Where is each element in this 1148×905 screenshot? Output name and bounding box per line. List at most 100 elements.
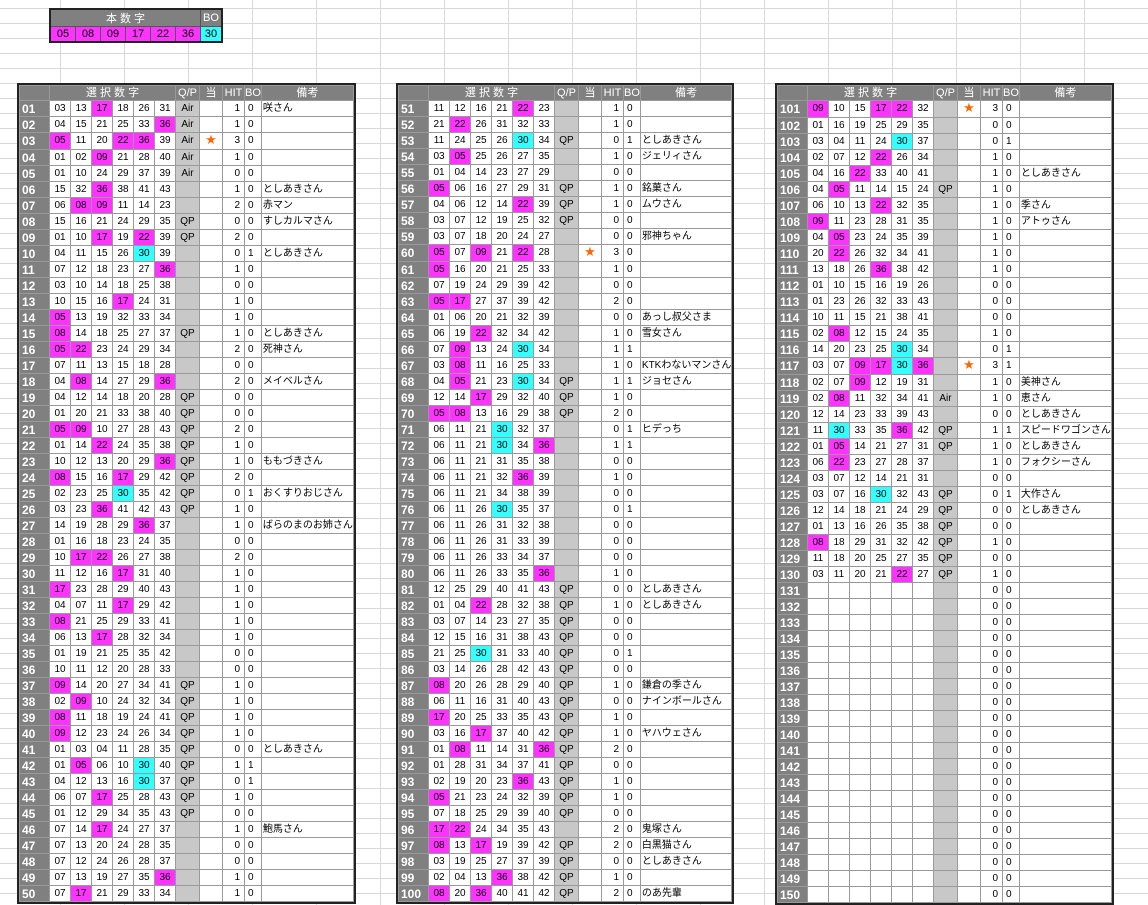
- number-cell: [828, 726, 850, 743]
- number-cell: 04: [91, 741, 113, 758]
- number-cell: 29: [533, 164, 555, 181]
- number-cell: 35: [133, 869, 155, 886]
- hit-count: 0: [601, 164, 624, 181]
- row-number: 13: [19, 293, 50, 310]
- number-cell: [870, 742, 892, 759]
- number-cell: 34: [154, 725, 176, 742]
- number-cell: 12: [70, 261, 92, 278]
- hit-mark-cell: [578, 501, 602, 518]
- hit-mark-cell: [957, 518, 981, 535]
- number-cell: 29: [491, 389, 513, 406]
- bo-count: 0: [623, 757, 641, 774]
- number-cell: 05: [428, 789, 450, 806]
- number-cell: 11: [449, 437, 471, 454]
- number-cell: [807, 886, 829, 903]
- note-cell: [639, 773, 733, 790]
- number-cell: 27: [533, 228, 555, 245]
- note-cell: [1018, 325, 1112, 342]
- number-cell: 05: [449, 373, 471, 390]
- number-cell: 28: [154, 357, 176, 374]
- number-cell: 28: [133, 741, 155, 758]
- number-cell: 04: [49, 116, 71, 133]
- note-cell: 鎌倉の季さん: [639, 677, 733, 694]
- number-cell: 20: [449, 885, 471, 902]
- number-cell: 24: [91, 853, 113, 870]
- number-cell: [870, 886, 892, 903]
- qp-cell: [933, 838, 958, 855]
- number-cell: 06: [428, 469, 450, 486]
- number-cell: 41: [154, 677, 176, 694]
- qp-cell: QP: [554, 757, 579, 774]
- number-cell: 25: [91, 613, 113, 630]
- number-cell: 37: [912, 133, 934, 150]
- number-cell: 34: [512, 437, 534, 454]
- bo-count: 0: [1002, 117, 1020, 134]
- number-cell: 04: [49, 773, 71, 790]
- hit-count: 1: [222, 261, 245, 278]
- hit-count: 1: [601, 725, 624, 742]
- number-cell: 28: [891, 454, 913, 471]
- hit-count: 1: [222, 885, 245, 902]
- table-row: 10 04 11 15 26 30 39 0 1 としあきさん: [19, 245, 354, 262]
- number-cell: 42: [533, 725, 555, 742]
- row-number: 14: [19, 309, 50, 326]
- number-cell: 06: [428, 437, 450, 454]
- number-cell: 22: [91, 437, 113, 454]
- qp-cell: [175, 245, 200, 262]
- qp-cell: [554, 469, 579, 486]
- number-cell: 31: [491, 629, 513, 646]
- row-number: 16: [19, 341, 50, 358]
- qp-cell: [933, 197, 958, 214]
- number-cell: 26: [112, 853, 134, 870]
- table-row: 45 01 12 29 34 35 43 QP 0 0: [19, 805, 354, 822]
- hit-count: 1: [222, 437, 245, 454]
- hit-count: 0: [222, 853, 245, 870]
- qp-cell: QP: [554, 677, 579, 694]
- row-number: 92: [398, 757, 429, 774]
- note-cell: [639, 613, 733, 630]
- entry-table-3: 選 択 数 字 Q/P 当 HIT BO 備考 101 09 10 15 17 22 32 ★ 3 0 102 0…: [775, 83, 1114, 905]
- hit-mark-cell: [199, 821, 223, 838]
- number-cell: 11: [112, 741, 134, 758]
- hit-mark-cell: [957, 454, 981, 471]
- note-cell: ヒデっち: [639, 421, 733, 438]
- number-cell: [849, 742, 871, 759]
- number-cell: 27: [491, 180, 513, 197]
- bo-count: 0: [623, 325, 641, 342]
- row-number: 27: [19, 517, 50, 534]
- note-cell: [639, 869, 733, 886]
- number-cell: 40: [533, 645, 555, 662]
- hit-mark-cell: [578, 549, 602, 566]
- winning-number: 05: [49, 26, 76, 43]
- number-cell: 43: [533, 661, 555, 678]
- number-cell: 20: [491, 228, 513, 245]
- hit-count: 0: [601, 485, 624, 502]
- hit-mark-cell: [199, 229, 223, 246]
- number-cell: 25: [512, 261, 534, 278]
- number-cell: 32: [133, 629, 155, 646]
- hit-mark-cell: [957, 309, 981, 326]
- qp-cell: [933, 277, 958, 294]
- table-row: 100 08 20 36 40 41 42 QP 2 0 のあ先輩: [398, 885, 733, 902]
- note-cell: [639, 565, 733, 582]
- row-number: 108: [777, 213, 808, 230]
- note-cell: [260, 116, 354, 133]
- bo-count: 0: [1002, 710, 1020, 727]
- qp-cell: [175, 357, 200, 374]
- bo-count: 0: [1002, 678, 1020, 695]
- number-cell: 24: [870, 133, 892, 150]
- note-header: 備考: [260, 85, 354, 101]
- table-row: 26 03 23 36 41 42 43 QP 1 0: [19, 501, 354, 518]
- hit-mark-cell: ★: [957, 100, 981, 118]
- qp-cell: [933, 790, 958, 807]
- hit-mark-cell: [957, 566, 981, 583]
- hit-count: 0: [980, 614, 1003, 631]
- bo-count: 1: [244, 485, 262, 502]
- number-cell: 14: [807, 341, 829, 358]
- qp-cell: [175, 629, 200, 646]
- note-cell: [260, 389, 354, 406]
- table-row: 39 08 11 18 19 24 41 QP 1 0: [19, 709, 354, 726]
- number-cell: 37: [512, 853, 534, 870]
- bo-count: 0: [1002, 502, 1020, 519]
- note-cell: [1018, 582, 1112, 599]
